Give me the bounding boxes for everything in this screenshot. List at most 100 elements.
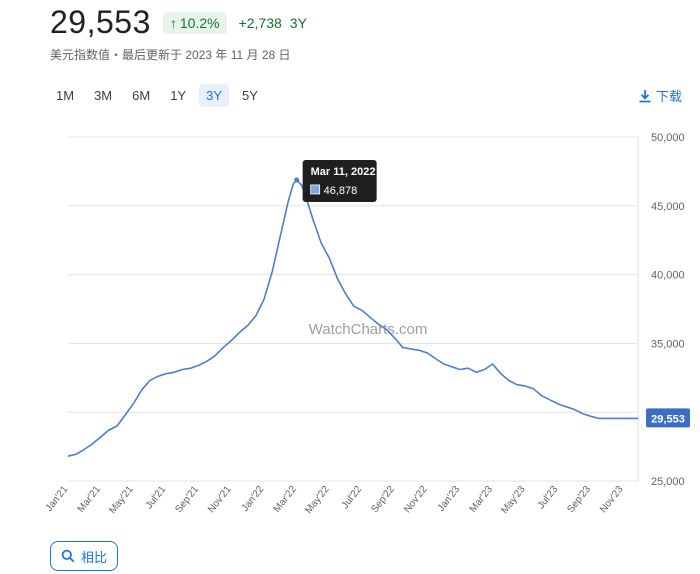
x-tick-label: May'23 (499, 484, 528, 516)
x-tick-label: Jul'22 (340, 484, 365, 511)
data-point (124, 414, 126, 416)
x-tick-label: Mar'23 (468, 484, 496, 515)
tooltip-date: Mar 11, 2022 (311, 166, 376, 178)
data-point (369, 316, 371, 318)
range-tab-3m[interactable]: 3M (94, 88, 113, 103)
range-tab-1y[interactable]: 1Y (170, 88, 187, 103)
x-tick-label: Nov'23 (598, 484, 626, 515)
data-point (271, 271, 273, 273)
data-point (329, 257, 331, 259)
data-point (631, 418, 633, 420)
change-percent: 10.2% (179, 14, 220, 31)
data-point (133, 403, 135, 405)
data-point (459, 369, 461, 371)
x-tick-label: Sep'21 (173, 484, 201, 515)
data-point (84, 449, 86, 451)
data-point (606, 418, 608, 420)
x-tick-label: Jul'23 (536, 484, 561, 511)
data-point (582, 413, 584, 415)
change-period: 3Y (289, 14, 307, 31)
download-button[interactable]: 下载 (638, 86, 682, 105)
data-point (541, 395, 543, 397)
data-point (467, 367, 469, 369)
x-tick-label: Jan'23 (436, 484, 463, 514)
data-point (476, 371, 478, 373)
download-icon (639, 89, 651, 102)
data-point (484, 369, 486, 371)
data-point (508, 380, 510, 382)
data-point (293, 183, 295, 185)
change-percent-badge: ↑ 10.2% (162, 11, 227, 34)
data-point (353, 305, 355, 307)
tooltip-swatch (310, 184, 321, 195)
data-point (100, 436, 102, 438)
x-tick-label: Nov'21 (206, 484, 234, 515)
data-point (116, 425, 118, 427)
data-point (637, 418, 639, 420)
data-point (312, 219, 314, 221)
current-price: 29,553 (50, 4, 151, 40)
data-point (190, 367, 192, 369)
data-point (67, 455, 69, 457)
x-tick-label: Nov'22 (402, 484, 430, 515)
data-point (247, 325, 249, 327)
x-tick-label: May'21 (107, 484, 136, 516)
data-point (280, 235, 282, 237)
data-point (516, 384, 518, 386)
y-tick-label: 45,000 (651, 201, 685, 213)
watermark-text: WatchCharts.com (309, 321, 428, 338)
last-updated-text: 美元指数值・最后更新于 2023 年 11 月 28 日 (50, 48, 291, 62)
data-point (141, 389, 143, 391)
x-tick-label: Jan'21 (44, 484, 71, 514)
data-point (165, 373, 167, 375)
data-point (435, 358, 437, 360)
tooltip-marker (294, 177, 300, 183)
data-point (198, 365, 200, 367)
range-tab-6m[interactable]: 6M (132, 88, 151, 103)
range-tab-3y[interactable]: 3Y (199, 84, 229, 107)
tooltip-box (302, 159, 377, 202)
data-point (614, 418, 616, 420)
data-point (206, 360, 208, 362)
range-selector: 1M 3M 6M 1Y 3Y 5Y (49, 84, 271, 107)
last-value-badge (646, 408, 690, 428)
x-tick-label: Jan'22 (240, 484, 267, 514)
x-tick-label: Sep'22 (369, 484, 397, 515)
data-point (301, 184, 303, 186)
data-point (320, 242, 322, 244)
data-point (263, 299, 265, 301)
data-point (451, 366, 453, 368)
range-tab-5y[interactable]: 5Y (242, 88, 258, 103)
range-tab-1m[interactable]: 1M (56, 88, 75, 103)
last-value-label: 29,553 (651, 413, 685, 425)
y-tick-label: 40,000 (651, 270, 685, 282)
data-point (157, 376, 159, 378)
data-point (565, 406, 567, 408)
data-point (255, 315, 257, 317)
y-tick-label: 50,000 (651, 132, 685, 144)
data-point (394, 337, 396, 339)
compare-button[interactable]: 相比 (50, 541, 118, 571)
data-point (427, 352, 429, 354)
series-line (67, 179, 638, 457)
compare-label: 相比 (80, 549, 107, 565)
data-point (75, 453, 77, 455)
data-point (214, 355, 216, 357)
data-point (410, 348, 412, 350)
data-point (337, 278, 339, 280)
data-point (288, 199, 290, 201)
data-point (173, 371, 175, 373)
download-label: 下载 (655, 89, 682, 104)
data-point (598, 418, 600, 420)
data-point (525, 385, 527, 387)
data-point (557, 403, 559, 405)
data-point (500, 373, 502, 375)
x-tick-label: Mar'22 (272, 484, 300, 515)
data-point (402, 347, 404, 349)
x-tick-label: Sep'23 (565, 484, 593, 515)
tooltip-value: 46,878 (324, 185, 358, 197)
data-point (492, 363, 494, 365)
y-tick-label: 35,000 (651, 338, 685, 350)
search-icon (61, 549, 75, 563)
